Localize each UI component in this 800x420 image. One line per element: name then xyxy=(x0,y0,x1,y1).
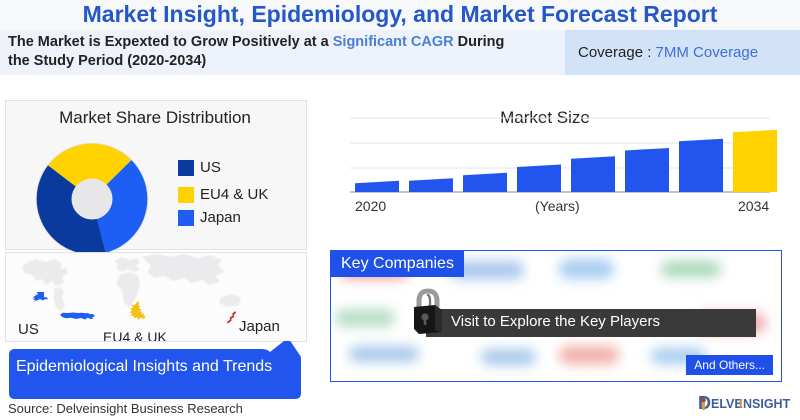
svg-text:I: I xyxy=(739,397,742,411)
svg-text:NSIGHT: NSIGHT xyxy=(743,397,791,411)
svg-text:ELVE: ELVE xyxy=(711,397,743,411)
